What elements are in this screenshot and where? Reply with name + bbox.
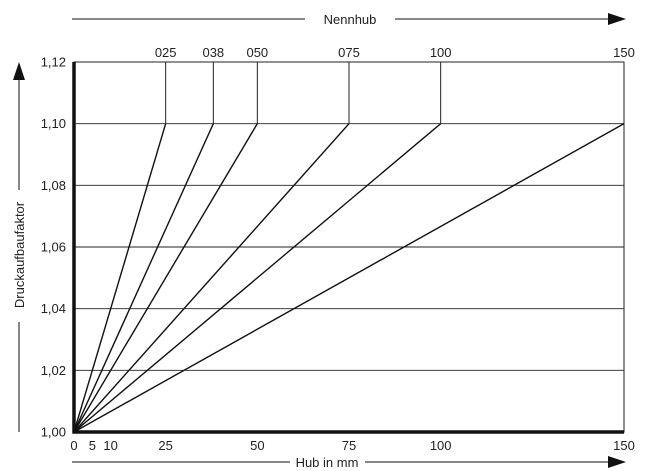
series-line-150 <box>73 123 625 433</box>
x-tick-label: 10 <box>103 438 117 453</box>
x-tick-label: 5 <box>89 438 96 453</box>
bottom-arrow-head <box>608 456 626 468</box>
top-tick-label: 100 <box>430 45 452 60</box>
axes <box>72 62 624 434</box>
top-arrow-head <box>608 13 626 25</box>
series-line-075 <box>73 123 350 433</box>
x-tick-label: 75 <box>342 438 356 453</box>
x-tick-label: 150 <box>613 438 635 453</box>
series-line-038 <box>73 123 214 433</box>
series-line-100 <box>73 123 442 433</box>
y-axis-label: Druckaufbaufaktor <box>12 201 27 308</box>
x-tick-label: 100 <box>430 438 452 453</box>
top-tick-label: 050 <box>246 45 268 60</box>
left-arrow-head <box>13 62 25 80</box>
y-tick-label: 1,10 <box>41 116 66 131</box>
y-tick-label: 1,00 <box>41 425 66 440</box>
y-tick-label: 1,08 <box>41 178 66 193</box>
series-line-050 <box>73 123 258 433</box>
y-tick-label: 1,12 <box>41 55 66 70</box>
x-axis-label: Hub in mm <box>296 455 359 470</box>
y-tick-label: 1,02 <box>41 363 66 378</box>
top-tick-label: 038 <box>202 45 224 60</box>
top-axis-label: Nennhub <box>324 12 377 27</box>
series-lines <box>73 123 625 433</box>
top-tick-label: 075 <box>338 45 360 60</box>
nennhub-lines <box>165 62 625 124</box>
series-line-025 <box>73 123 167 433</box>
y-tick-label: 1,06 <box>41 240 66 255</box>
top-tick-label: 025 <box>155 45 177 60</box>
top-tick-label: 150 <box>613 45 635 60</box>
y-tick-label: 1,04 <box>41 301 66 316</box>
x-tick-label: 50 <box>250 438 264 453</box>
x-tick-label: 0 <box>70 438 77 453</box>
x-tick-label: 25 <box>158 438 172 453</box>
